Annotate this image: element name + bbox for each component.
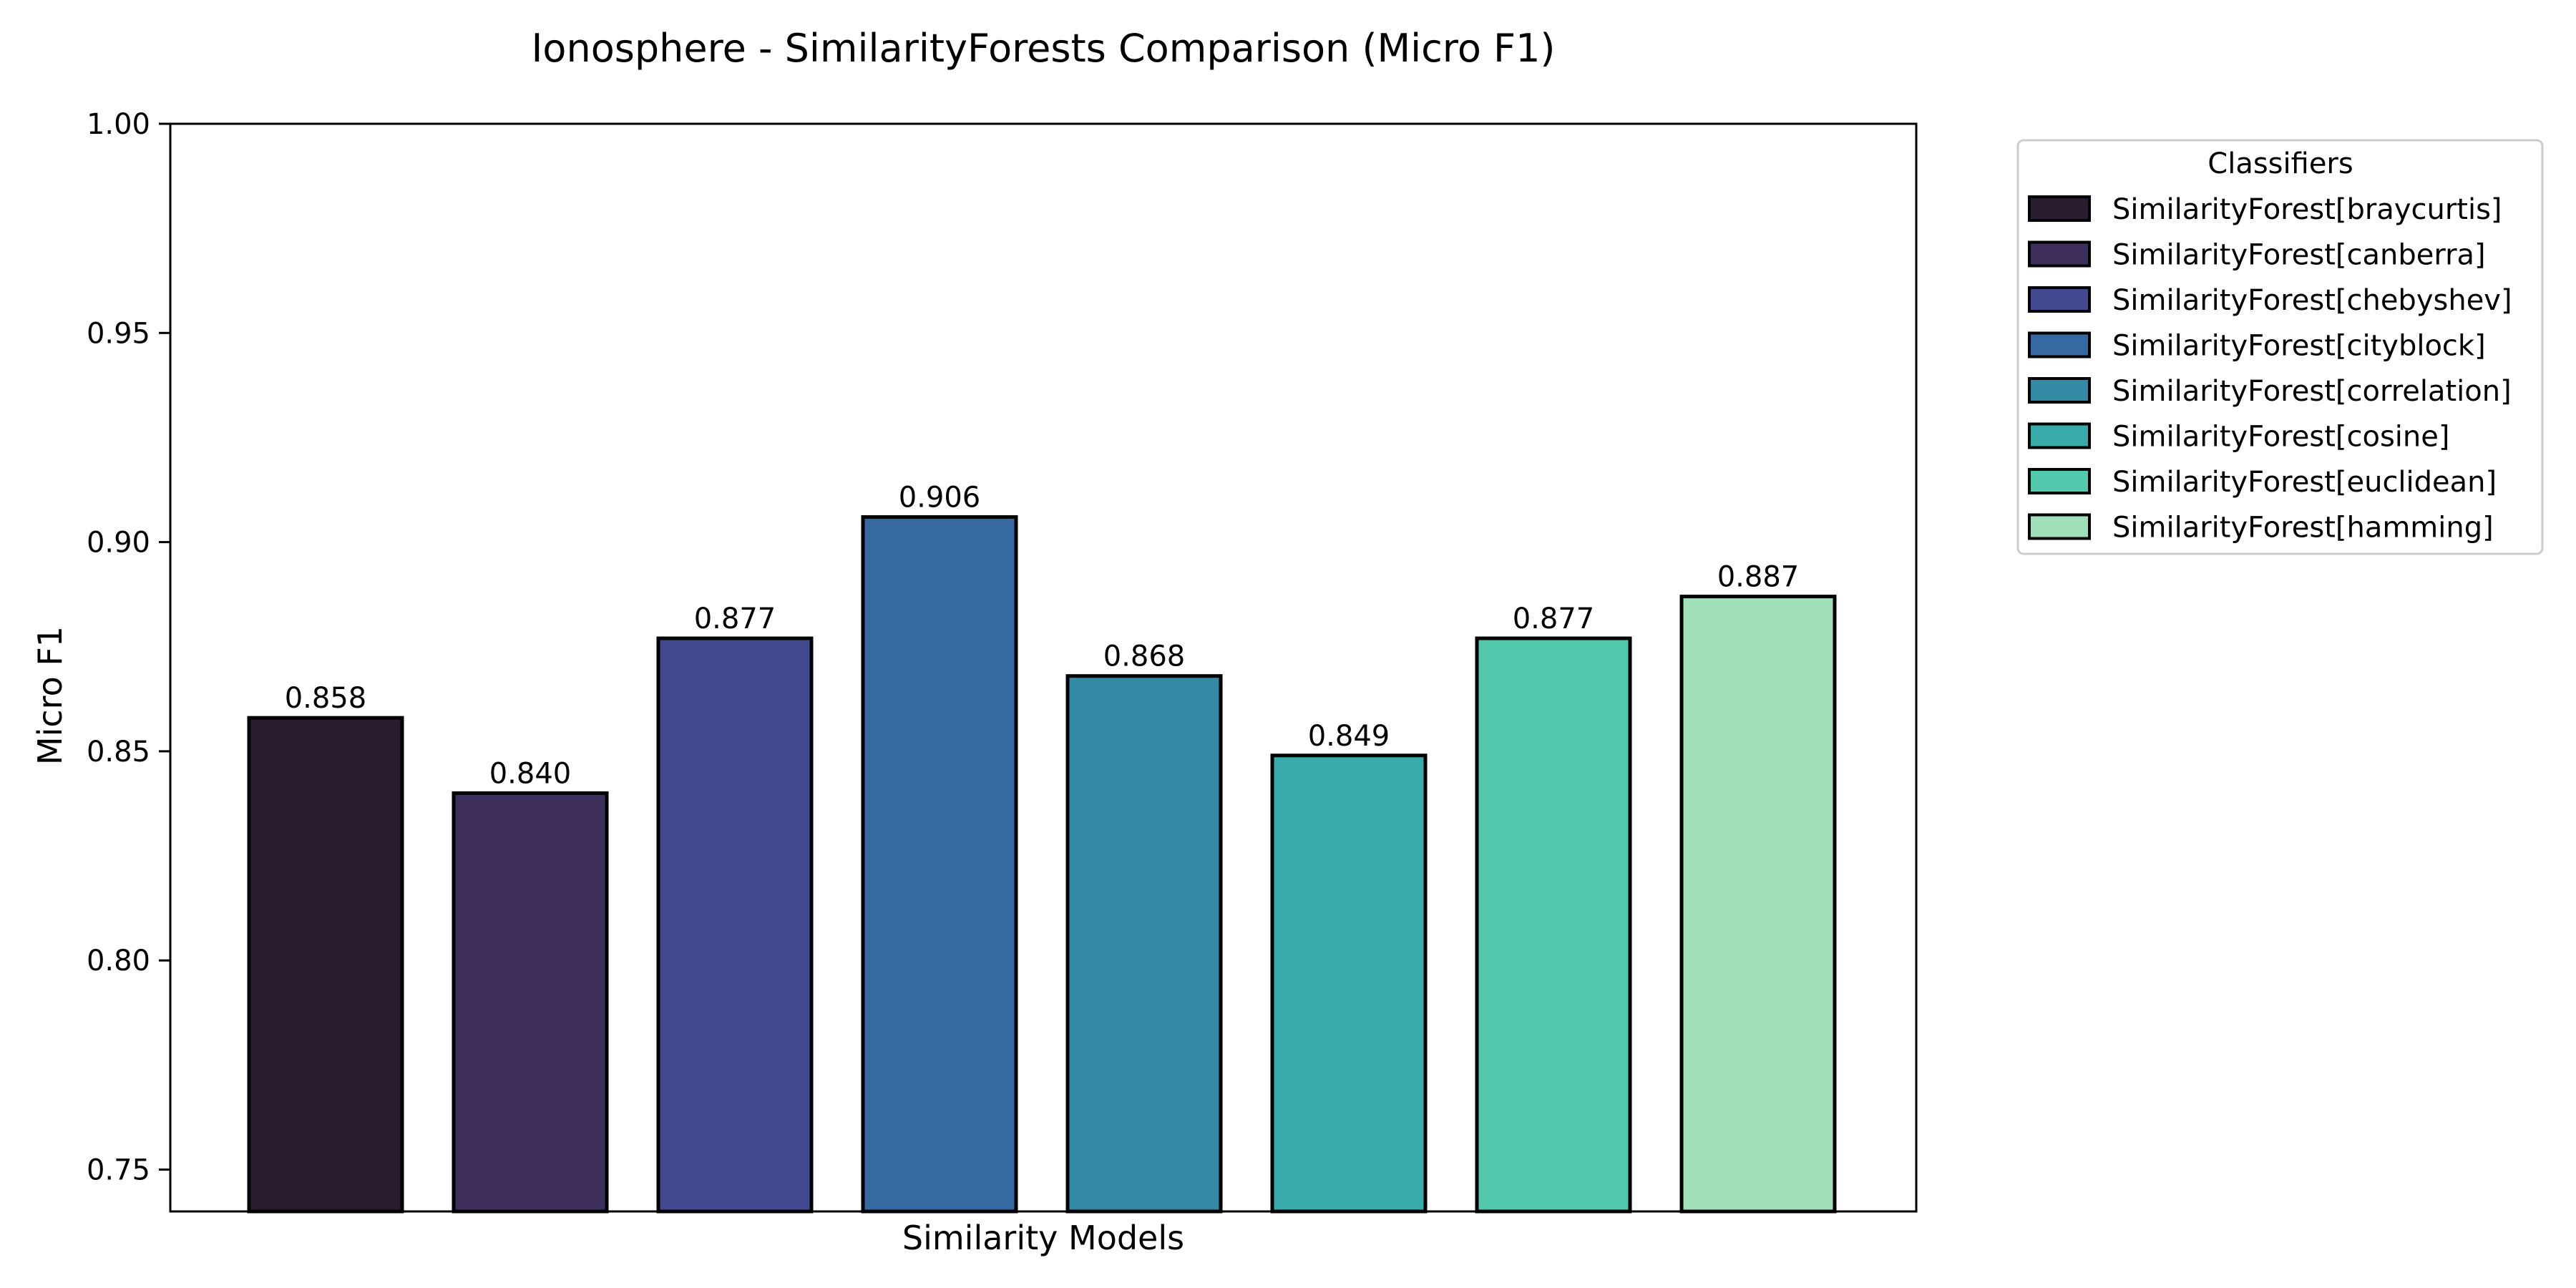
legend-item-label: SimilarityForest[cosine] — [2112, 421, 2449, 454]
bar — [452, 791, 609, 1214]
legend-swatch — [2028, 468, 2091, 494]
y-tick-label: 0.80 — [87, 945, 150, 977]
legend-swatch — [2028, 422, 2091, 449]
legend-item-label: SimilarityForest[correlation] — [2112, 375, 2512, 408]
legend-swatch — [2028, 240, 2091, 268]
y-axis: 0.75 0.80 0.85 0.90 0.95 1.00 — [87, 108, 170, 1187]
bar-value-label: 0.877 — [694, 602, 776, 635]
bar-value-label: 0.849 — [1308, 720, 1390, 753]
bar — [1475, 636, 1632, 1214]
bar — [861, 515, 1018, 1214]
legend-item-label: SimilarityForest[cityblock] — [2112, 330, 2486, 363]
legend-swatch — [2028, 377, 2091, 404]
bar — [247, 716, 404, 1214]
legend-title: Classifiers — [2207, 147, 2353, 180]
legend: Classifiers SimilarityForest[braycurtis]… — [2016, 139, 2544, 555]
bar-value-label: 0.858 — [285, 682, 367, 715]
y-tick-label: 0.95 — [87, 317, 150, 350]
bar-value-label: 0.887 — [1717, 561, 1800, 594]
legend-item-label: SimilarityForest[chebyshev] — [2112, 284, 2512, 317]
bar-value-label: 0.840 — [489, 757, 572, 790]
y-tick-label: 0.90 — [87, 527, 150, 560]
bar — [1679, 595, 1837, 1214]
legend-swatch — [2028, 513, 2091, 540]
y-tick-label: 0.75 — [87, 1154, 150, 1187]
bar — [1270, 753, 1428, 1214]
x-axis-label: Similarity Models — [902, 1219, 1184, 1257]
bar-value-label: 0.877 — [1513, 602, 1595, 635]
bars-layer — [247, 515, 1837, 1214]
bar-value-label: 0.868 — [1103, 640, 1186, 673]
legend-item-label: SimilarityForest[canberra] — [2112, 239, 2486, 272]
chart-title: Ionosphere - SimilarityForests Compariso… — [532, 26, 1556, 71]
y-axis-label: Micro F1 — [31, 626, 69, 765]
y-tick-label: 1.00 — [87, 108, 150, 141]
legend-swatch — [2028, 286, 2091, 313]
value-labels-layer: 0.858 0.840 0.877 0.906 0.868 0.849 0.877 0.887 — [285, 482, 1800, 791]
legend-swatch — [2028, 195, 2091, 222]
plot-frame — [169, 122, 1918, 1213]
bar — [656, 636, 814, 1214]
legend-item-label: SimilarityForest[hamming] — [2112, 512, 2494, 545]
bar-value-label: 0.906 — [899, 482, 981, 514]
legend-item-label: SimilarityForest[braycurtis] — [2112, 193, 2502, 226]
legend-item-label: SimilarityForest[euclidean] — [2112, 466, 2497, 499]
bar — [1065, 674, 1223, 1214]
legend-box — [2016, 139, 2544, 555]
legend-swatch — [2028, 331, 2091, 358]
y-tick-label: 0.85 — [87, 736, 150, 769]
